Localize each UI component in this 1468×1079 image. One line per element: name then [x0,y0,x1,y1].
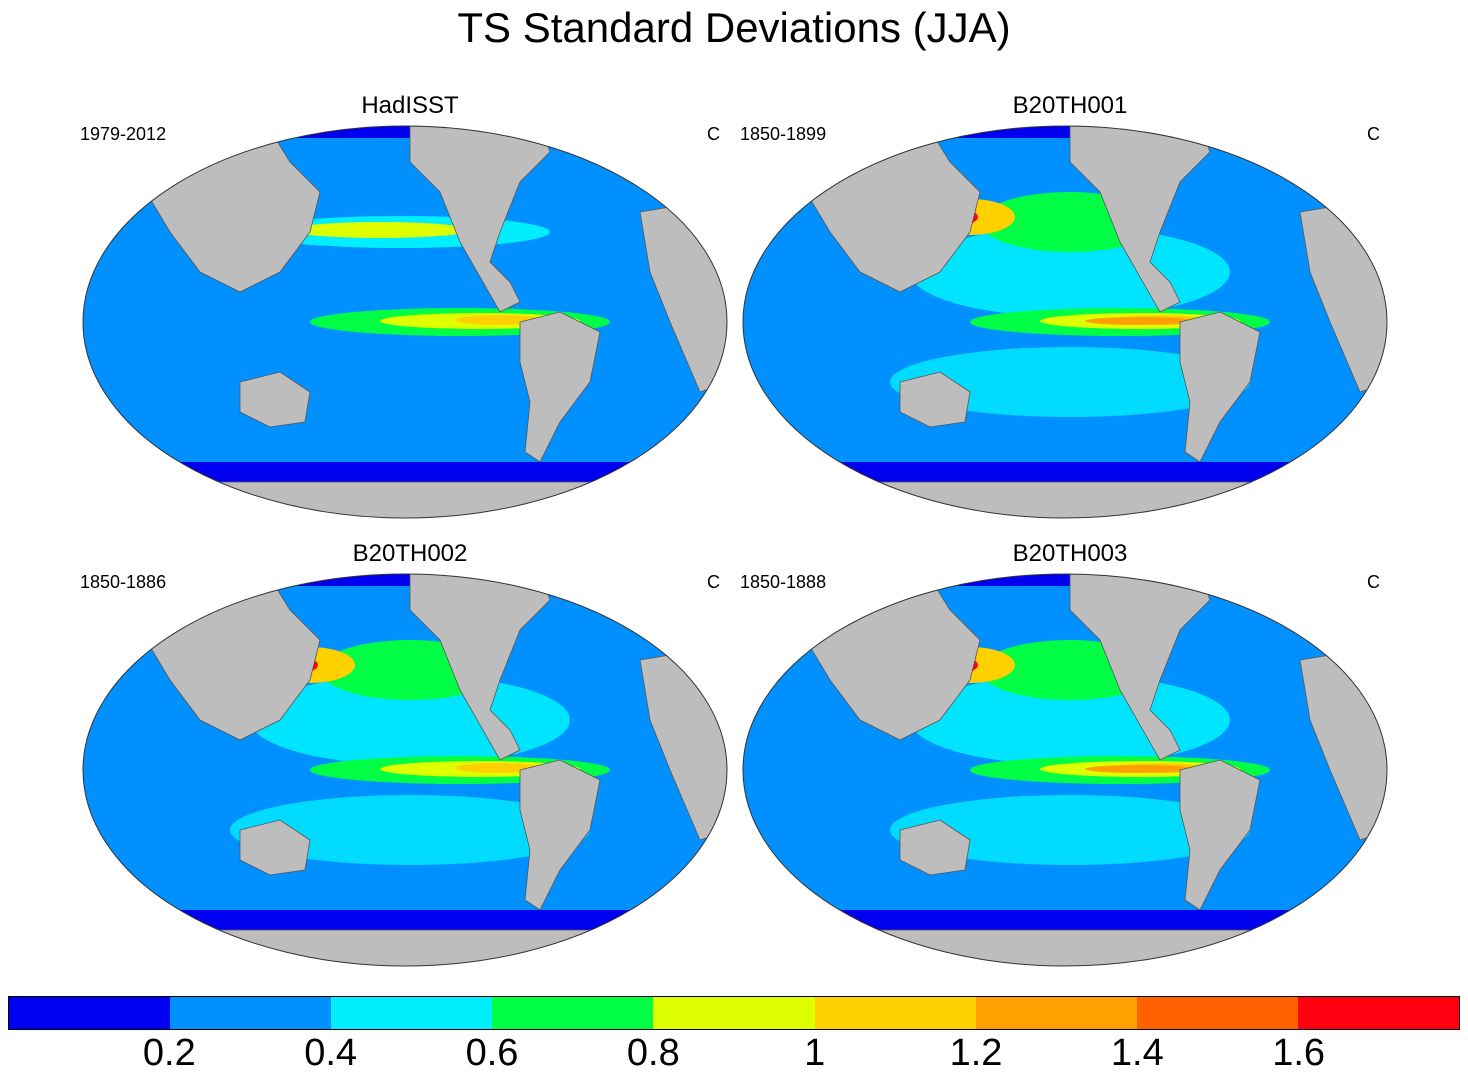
colorbar-segment [492,997,654,1029]
land-mass [119,929,721,966]
colorbar-tick-label: 1.2 [949,1032,1003,1074]
land-mass [1179,311,1261,463]
panel-years: 1850-1899 [740,124,827,144]
map-panel-b20th001: B20TH001 1850-1899 C [740,92,1400,532]
colorbar-tick-label: 1 [804,1032,826,1074]
map-panel-b20th002: B20TH002 1850-1886 C [80,540,740,980]
panel-years: 1979-2012 [80,124,167,144]
map-projection [742,125,1388,519]
land-mass [239,819,311,876]
land-mass [899,371,971,428]
panel-years: 1850-1888 [740,572,827,592]
panel-units: C [1367,572,1380,592]
map-outline [742,125,1388,519]
map-projection [82,573,728,967]
colorbar [8,996,1460,1030]
map-outline [82,125,728,519]
colorbar-tick-label: 0.8 [626,1032,680,1074]
figure-title: TS Standard Deviations (JJA) [457,4,1011,51]
map-projection [82,125,728,519]
land-mass [1179,759,1261,911]
land-mass [519,311,601,463]
map-projection [742,573,1388,967]
map-outline [82,573,728,967]
land-mass [779,481,1381,518]
map-outline [742,573,1388,967]
colorbar-tick-label: 0.2 [142,1032,196,1074]
land-mass [1069,574,1211,761]
colorbar-segment [1297,997,1459,1029]
map-panel-b20th003: B20TH003 1850-1888 C [740,540,1400,980]
colorbar-tick-label: 1.4 [1110,1032,1164,1074]
land-mass [119,481,721,518]
land-mass [899,819,971,876]
land-mass [409,126,551,313]
colorbar-tick-label: 0.4 [304,1032,358,1074]
panel-years: 1850-1886 [80,572,167,592]
land-mass [409,574,551,761]
colorbar-segment [975,997,1137,1029]
colorbar-segment [814,997,976,1029]
panel-title: B20TH002 [352,540,468,567]
land-mass [519,759,601,911]
panel-units: C [707,124,720,144]
colorbar-tick-label: 1.6 [1272,1032,1326,1074]
colorbar-segment [1136,997,1298,1029]
panel-units: C [707,572,720,592]
land-mass [779,929,1381,966]
colorbar-segment [653,997,815,1029]
colorbar-tick-label: 0.6 [465,1032,519,1074]
land-mass [239,371,311,428]
panel-title: B20TH003 [1012,540,1128,567]
panel-title: HadISST [361,92,459,119]
colorbar-segment [331,997,493,1029]
panel-title: B20TH001 [1012,92,1128,119]
map-panel-hadisst: HadISST 1979-2012 C [80,92,740,532]
land-mass [1069,126,1211,313]
colorbar-segment [170,997,332,1029]
colorbar-segment [9,997,171,1029]
panel-units: C [1367,124,1380,144]
